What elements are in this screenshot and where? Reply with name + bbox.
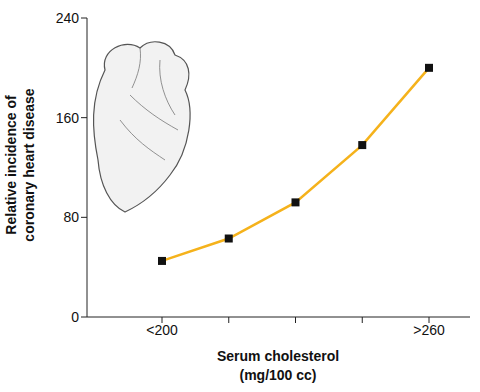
html-text:Relative incidence of: Relative incidence of bbox=[3, 95, 19, 235]
svg-text:160: 160 bbox=[56, 110, 80, 126]
html-text:Serum cholesterol: Serum cholesterol bbox=[216, 348, 340, 364]
svg-text:0: 0 bbox=[71, 309, 79, 325]
html-text:coronary heart disease: coronary heart disease bbox=[21, 88, 37, 242]
svg-text:>260: >260 bbox=[413, 322, 445, 338]
svg-text:<200: <200 bbox=[146, 322, 178, 338]
svg-text:240: 240 bbox=[56, 10, 80, 26]
html-text:(mg/100 cc): (mg/100 cc) bbox=[239, 367, 317, 383]
svg-text:80: 80 bbox=[63, 209, 79, 225]
